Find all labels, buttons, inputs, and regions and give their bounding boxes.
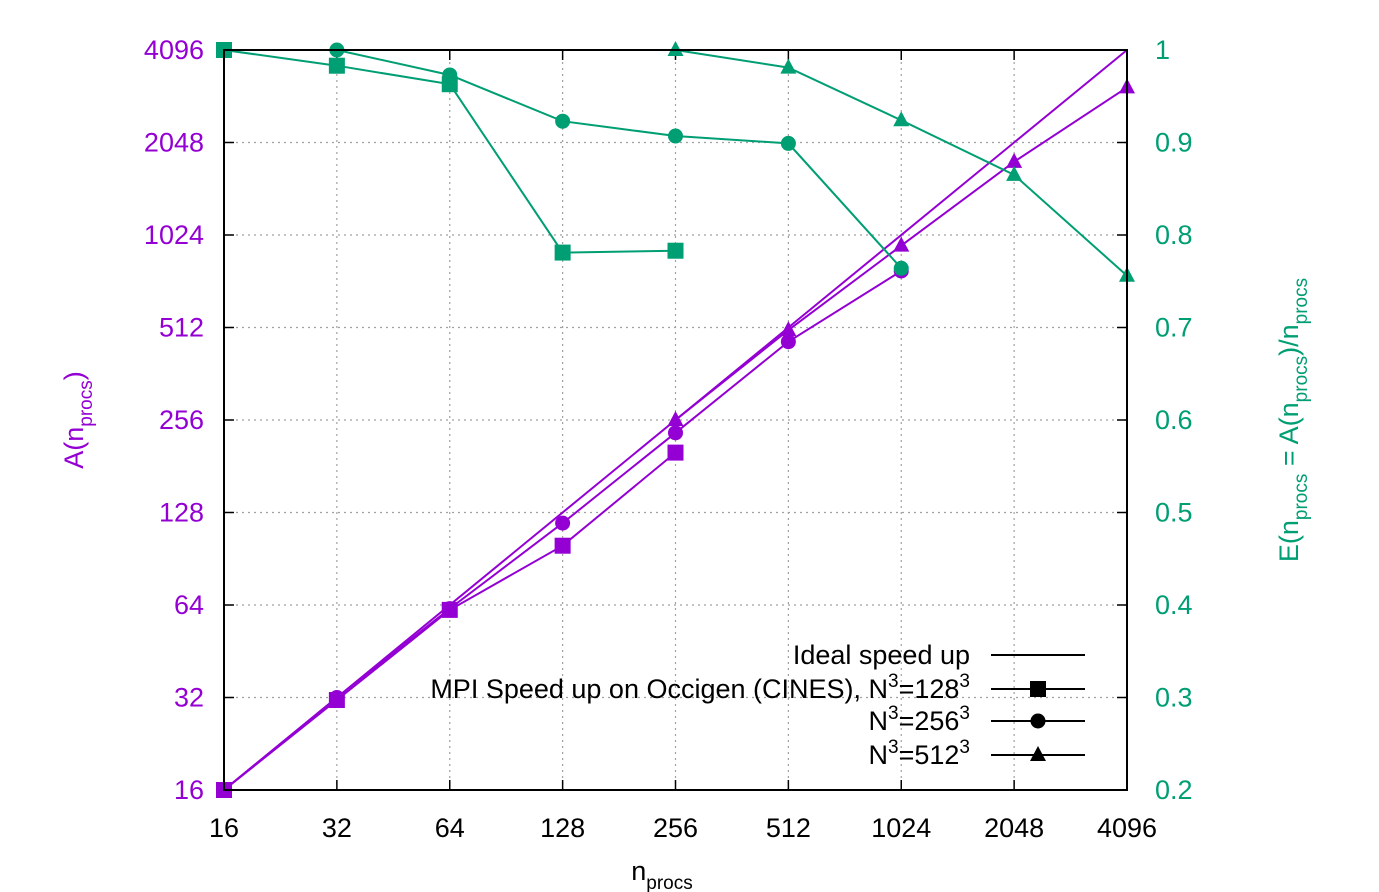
data-point-square [554, 537, 571, 554]
x-tick-label: 256 [653, 813, 698, 843]
y-right-tick-label: 0.4 [1155, 590, 1193, 620]
y-left-tick-label: 2048 [144, 128, 204, 158]
data-point-triangle [893, 111, 910, 127]
data-point-triangle [667, 41, 684, 56]
data-point-triangle [667, 411, 684, 426]
y-left-tick-label: 256 [159, 405, 204, 435]
data-point-circle [555, 113, 571, 129]
legend-label: N3=5123 [869, 737, 970, 770]
data-point-circle [442, 67, 458, 83]
data-point-circle [329, 690, 345, 705]
y-left-tick-label: 64 [174, 590, 204, 620]
x-tick-label: 64 [435, 813, 465, 843]
y-right-tick-label: 0.3 [1155, 683, 1193, 713]
data-point-square [554, 244, 571, 261]
data-point-square [667, 444, 684, 461]
data-point-triangle [1006, 152, 1023, 168]
series-line [674, 86, 1128, 421]
y-right-tick-label: 0.7 [1155, 313, 1193, 343]
y-right-tick-label: 0.2 [1155, 775, 1193, 805]
x-tick-label: 512 [766, 813, 811, 843]
data-point-triangle [1006, 165, 1023, 181]
axis-ticks: 16 32 64 128 256 512 1024 2048 4096 16 32 64 128 256 5… [144, 35, 1193, 843]
data-point-circle [668, 128, 683, 144]
series-left-triangle [667, 78, 1135, 426]
data-point-circle [780, 135, 796, 151]
y-right-tick-label: 0.5 [1155, 498, 1193, 528]
y-left-tick-label: 128 [159, 498, 204, 528]
data-point-circle [668, 425, 683, 441]
data-point-circle [442, 601, 458, 617]
legend-label: N3=2563 [869, 703, 970, 736]
y-right-tick-label: 0.8 [1155, 220, 1193, 250]
y-left-tick-label: 1024 [144, 220, 204, 250]
data-point-triangle [780, 321, 797, 337]
plot-frame [223, 49, 1128, 791]
data-point-circle [1030, 713, 1046, 729]
y-left-tick-label: 4096 [144, 35, 204, 65]
data-point-circle [893, 260, 909, 276]
y-right-tick-label: 1 [1155, 35, 1170, 65]
data-point-circle [780, 334, 796, 350]
legend-label: MPI Speed up on Occigen (CINES), N3=1283 [430, 671, 970, 704]
x-tick-label: 32 [322, 813, 352, 843]
x-tick-label: 2048 [984, 813, 1044, 843]
data-point-triangle [893, 236, 910, 252]
x-axis-label: nprocs [631, 856, 693, 892]
data-point-triangle [780, 58, 797, 74]
y-right-tick-label: 0.6 [1155, 405, 1193, 435]
y-axis-right-label: E(nprocs = A(nprocs)/nprocs [1274, 278, 1312, 562]
x-tick-label: 128 [540, 813, 585, 843]
data-point-square [328, 57, 345, 74]
data-point-circle [555, 515, 571, 531]
y-left-tick-label: 32 [174, 683, 204, 713]
data-point-square [1030, 681, 1046, 697]
data-point-triangle [1030, 746, 1046, 761]
x-tick-label: 1024 [871, 813, 931, 843]
y-left-tick-label: 512 [159, 313, 204, 343]
x-tick-label: 4096 [1097, 813, 1157, 843]
data-point-square [667, 242, 684, 259]
legend-label: Ideal speed up [793, 640, 970, 670]
y-right-tick-label: 0.9 [1155, 128, 1193, 158]
y-left-tick-label: 16 [174, 775, 204, 805]
x-tick-label: 16 [209, 813, 239, 843]
y-axis-left-label: A(nprocs) [59, 371, 97, 469]
